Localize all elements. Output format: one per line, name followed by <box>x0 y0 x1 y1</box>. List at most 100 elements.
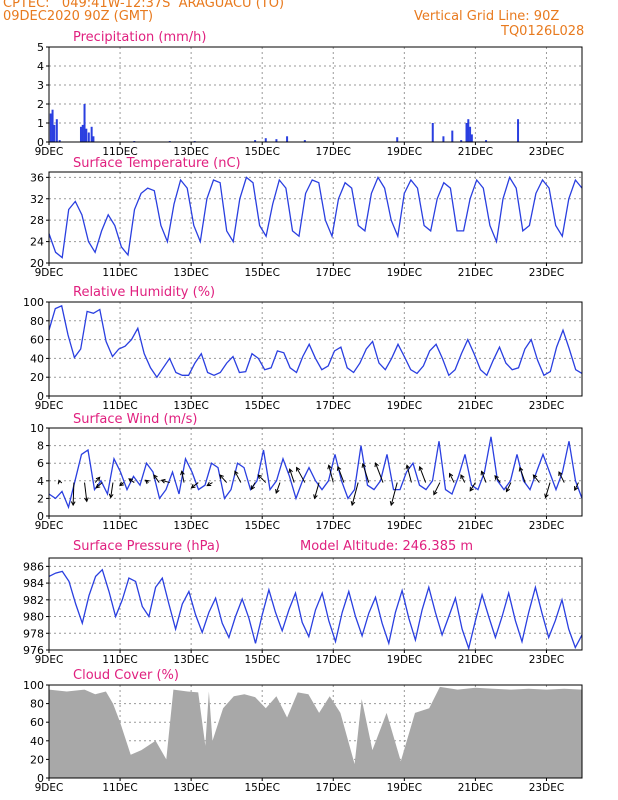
precip-bar <box>58 140 61 142</box>
wind-arrow <box>219 474 228 483</box>
temperature-series-line <box>48 175 583 259</box>
precip-bar <box>90 126 93 142</box>
wind-arrow <box>449 473 455 483</box>
precip-bar <box>83 104 86 142</box>
humidity-panel <box>46 301 583 399</box>
pressure-subtitle: Model Altitude: 246.385 m <box>300 539 473 554</box>
x-tick-label: 9DEC <box>35 267 64 279</box>
y-tick-label: 80 <box>30 698 44 711</box>
y-tick-label: 8 <box>37 440 44 453</box>
precip-bar <box>49 113 52 142</box>
y-tick-label: 6 <box>37 457 44 470</box>
wind-arrow <box>558 471 565 483</box>
x-tick-label: 17DEC <box>316 400 351 412</box>
precip-bar <box>55 119 58 142</box>
wind-arrow <box>351 482 359 506</box>
x-tick-label: 13DEC <box>173 654 208 666</box>
x-tick-label: 9DEC <box>35 146 64 158</box>
precip-bar <box>92 136 95 142</box>
x-tick-label: 13DEC <box>173 267 208 279</box>
wind-arrow-head <box>361 462 367 468</box>
x-tick-label: 21DEC <box>458 520 493 532</box>
wind-arrow-head <box>95 476 101 482</box>
wind-arrow-head <box>219 474 224 480</box>
wind-arrow <box>95 482 103 489</box>
wind-arrow-head <box>494 474 499 480</box>
wind-arrow-head <box>234 470 239 476</box>
precip-bar <box>485 140 488 142</box>
y-tick-label: 28 <box>30 214 44 227</box>
wind-arrow <box>433 482 441 495</box>
wind-arrow-head <box>389 501 395 507</box>
wind-arrow-head <box>206 481 212 487</box>
precipitation-panel <box>46 46 583 145</box>
precip-bar <box>85 128 88 142</box>
x-tick-label: 9DEC <box>35 520 64 532</box>
x-tick-label: 11DEC <box>102 146 137 158</box>
wind-arrow-head <box>433 490 438 496</box>
y-tick-label: 982 <box>23 594 44 607</box>
wind-arrow <box>234 471 242 483</box>
wind-arrow-head <box>153 474 158 480</box>
run-code: TQ0126L028 <box>501 24 585 39</box>
wind-arrow-head <box>84 497 89 503</box>
wind-arrow <box>181 471 185 483</box>
wind-arrow <box>505 482 512 492</box>
wind-arrow-head <box>350 501 356 507</box>
x-tick-label: 21DEC <box>458 654 493 666</box>
station-header-line1: CPTEC: 049:41W-12:37S ARAGUACU (TO) <box>3 0 285 11</box>
humidity-series-line <box>48 304 583 379</box>
wind-arrow <box>406 465 412 483</box>
y-tick-label: 1 <box>37 117 44 130</box>
precip-bar <box>254 140 257 142</box>
y-tick-label: 0 <box>37 136 44 149</box>
wind-arrow-head <box>288 468 293 474</box>
y-tick-label: 40 <box>30 735 44 748</box>
x-tick-label: 15DEC <box>244 267 279 279</box>
x-tick-label: 19DEC <box>387 400 422 412</box>
x-tick-label: 15DEC <box>244 146 279 158</box>
wind-arrow-head <box>144 479 150 485</box>
y-tick-label: 100 <box>23 679 44 692</box>
wind-arrow <box>469 482 476 492</box>
precip-bar <box>396 137 399 142</box>
wind-arrow-head <box>119 481 124 487</box>
x-tick-label: 17DEC <box>316 782 351 794</box>
wind-arrow-head <box>70 501 76 507</box>
wind-arrow <box>191 482 199 489</box>
x-tick-label: 13DEC <box>173 782 208 794</box>
cloud-title: Cloud Cover (%) <box>73 668 179 683</box>
x-tick-label: 11DEC <box>102 267 137 279</box>
y-tick-label: 0 <box>37 510 44 523</box>
wind-arrow <box>419 466 427 483</box>
precipitation-title: Precipitation (mm/h) <box>73 30 206 45</box>
x-tick-label: 13DEC <box>173 400 208 412</box>
x-tick-label: 17DEC <box>316 267 351 279</box>
wind-arrow <box>128 478 135 483</box>
x-tick-label: 17DEC <box>316 654 351 666</box>
precip-bar <box>79 126 82 142</box>
x-tick-label: 17DEC <box>316 520 351 532</box>
precip-bar <box>442 136 445 142</box>
y-tick-label: 20 <box>30 371 44 384</box>
x-tick-label: 19DEC <box>387 146 422 158</box>
x-tick-label: 19DEC <box>387 520 422 532</box>
x-tick-label: 15DEC <box>244 782 279 794</box>
wind-arrow-head <box>469 486 474 492</box>
precip-bar <box>53 124 56 142</box>
y-tick-label: 4 <box>37 60 44 73</box>
y-tick-label: 20 <box>30 753 44 766</box>
wind-arrow-head <box>160 478 166 484</box>
y-tick-label: 976 <box>23 644 44 657</box>
x-tick-label: 11DEC <box>102 782 137 794</box>
wind-arrow-head <box>544 493 549 499</box>
cloud-frame <box>48 684 583 779</box>
wind-arrow <box>519 467 526 483</box>
wind-arrow-head <box>480 470 485 476</box>
wind-arrow-head <box>558 471 563 477</box>
y-tick-label: 100 <box>23 296 44 309</box>
precip-bar <box>431 123 434 142</box>
wind-arrow <box>314 482 320 499</box>
x-tick-label: 11DEC <box>102 400 137 412</box>
